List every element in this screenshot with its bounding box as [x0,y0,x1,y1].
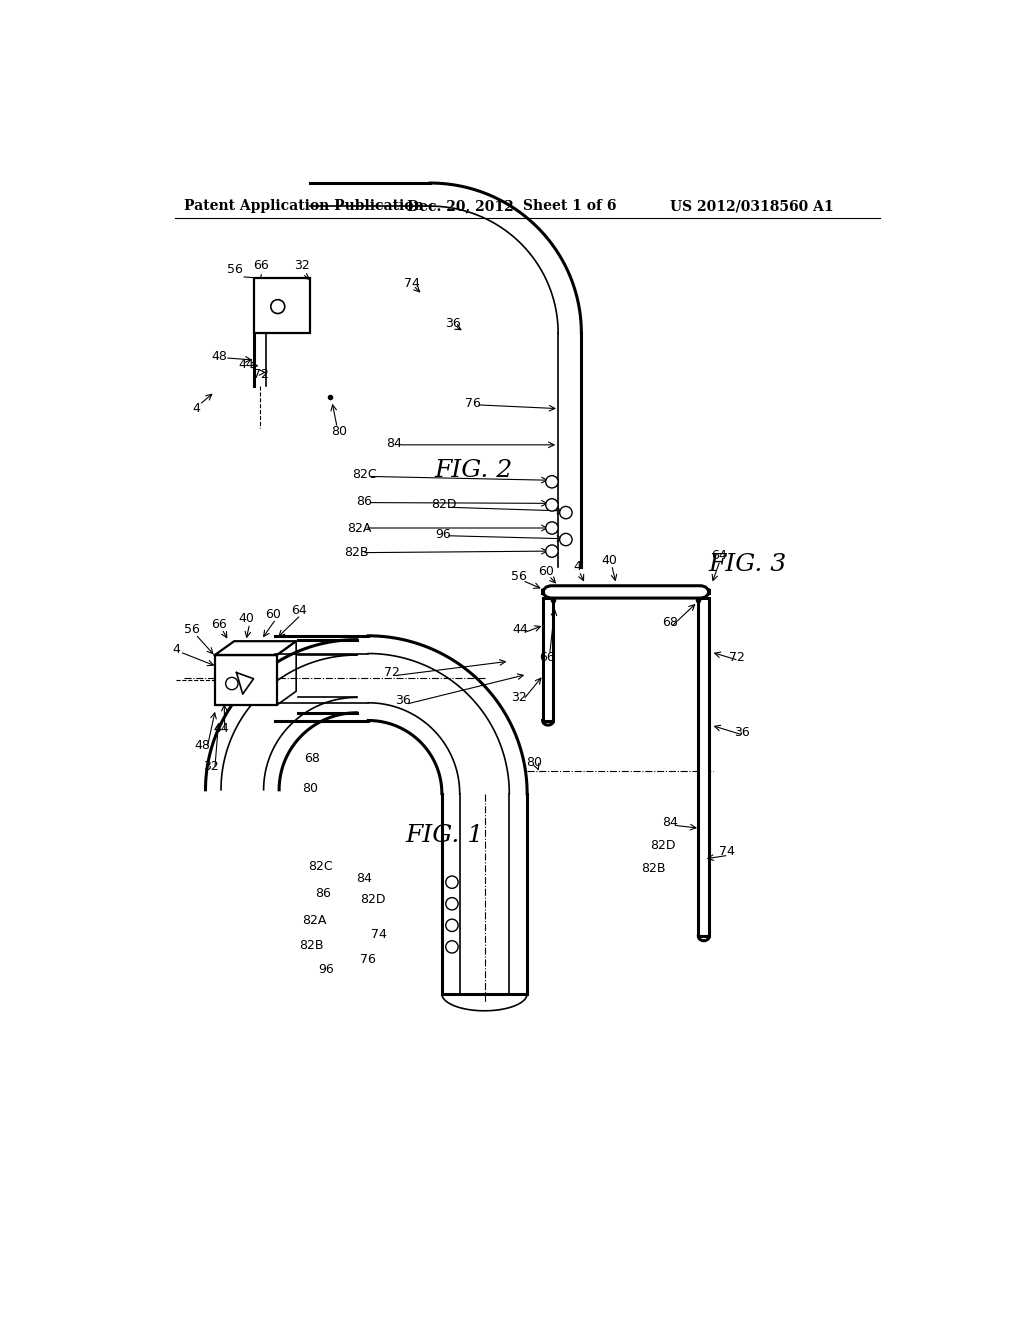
Text: 66: 66 [253,259,269,272]
Text: 56: 56 [227,263,243,276]
Text: 76: 76 [360,953,376,966]
Text: 82B: 82B [344,546,369,560]
Text: US 2012/0318560 A1: US 2012/0318560 A1 [671,199,835,213]
Text: 60: 60 [539,565,554,578]
Text: 72: 72 [384,667,399,680]
Text: 74: 74 [403,277,420,289]
Text: 68: 68 [663,616,679,630]
Text: 64: 64 [291,603,306,616]
Circle shape [445,898,458,909]
Text: 82B: 82B [641,862,666,875]
Text: 36: 36 [395,694,411,708]
Text: 82C: 82C [352,467,377,480]
Circle shape [445,941,458,953]
Text: 66: 66 [539,651,554,664]
Text: Sheet 1 of 6: Sheet 1 of 6 [523,199,616,213]
Text: 36: 36 [734,726,750,739]
Text: 56: 56 [511,570,526,583]
Text: 74: 74 [371,928,387,941]
Text: Dec. 20, 2012: Dec. 20, 2012 [407,199,514,213]
Text: Patent Application Publication: Patent Application Publication [183,199,424,213]
Text: 82C: 82C [308,861,333,874]
Text: 64: 64 [711,549,726,562]
Text: 4: 4 [172,643,180,656]
Text: 40: 40 [601,554,617,566]
Circle shape [546,521,558,535]
Text: 86: 86 [315,887,331,900]
Circle shape [560,533,572,545]
Text: 96: 96 [435,528,452,541]
Text: 82D: 82D [650,838,676,851]
Bar [215,655,276,705]
Text: 82A: 82A [347,521,371,535]
Text: 72: 72 [253,367,269,380]
Text: 82D: 82D [360,894,386,907]
Text: 44: 44 [512,623,528,636]
Circle shape [560,507,572,519]
Text: 40: 40 [239,612,255,626]
Text: 80: 80 [302,781,318,795]
Text: 56: 56 [183,623,200,636]
Text: 82B: 82B [299,939,324,952]
Text: 76: 76 [465,397,481,409]
Text: 48: 48 [195,739,210,751]
Circle shape [445,919,458,932]
Text: 84: 84 [355,871,372,884]
Text: 96: 96 [318,964,334,977]
Text: 4: 4 [193,403,200,416]
Text: 32: 32 [203,760,219,774]
Text: 4: 4 [573,560,582,573]
Circle shape [546,499,558,511]
Text: 36: 36 [444,317,461,330]
Text: 86: 86 [355,495,372,508]
Bar [543,598,554,721]
Text: 66: 66 [211,618,226,631]
Bar [254,277,310,333]
Circle shape [546,545,558,557]
Circle shape [546,475,558,488]
Circle shape [445,876,458,888]
Text: FIG. 1: FIG. 1 [406,825,483,847]
Text: 82D: 82D [431,499,457,511]
Text: 80: 80 [331,425,347,438]
Text: 68: 68 [304,752,321,766]
Circle shape [270,300,285,314]
Text: 44: 44 [213,722,229,735]
Text: 72: 72 [729,651,745,664]
Text: 80: 80 [526,756,542,770]
Circle shape [225,677,238,689]
Text: 60: 60 [265,607,281,620]
Text: 32: 32 [512,690,527,704]
Bar [698,598,710,936]
Text: 74: 74 [719,845,735,858]
Text: 32: 32 [295,259,310,272]
Text: 84: 84 [663,816,679,829]
Text: 82A: 82A [302,915,327,927]
Text: 44: 44 [238,358,254,371]
Text: FIG. 3: FIG. 3 [709,553,787,577]
Text: 48: 48 [212,350,227,363]
Text: 84: 84 [386,437,401,450]
Text: FIG. 2: FIG. 2 [434,459,513,482]
FancyBboxPatch shape [543,586,710,598]
